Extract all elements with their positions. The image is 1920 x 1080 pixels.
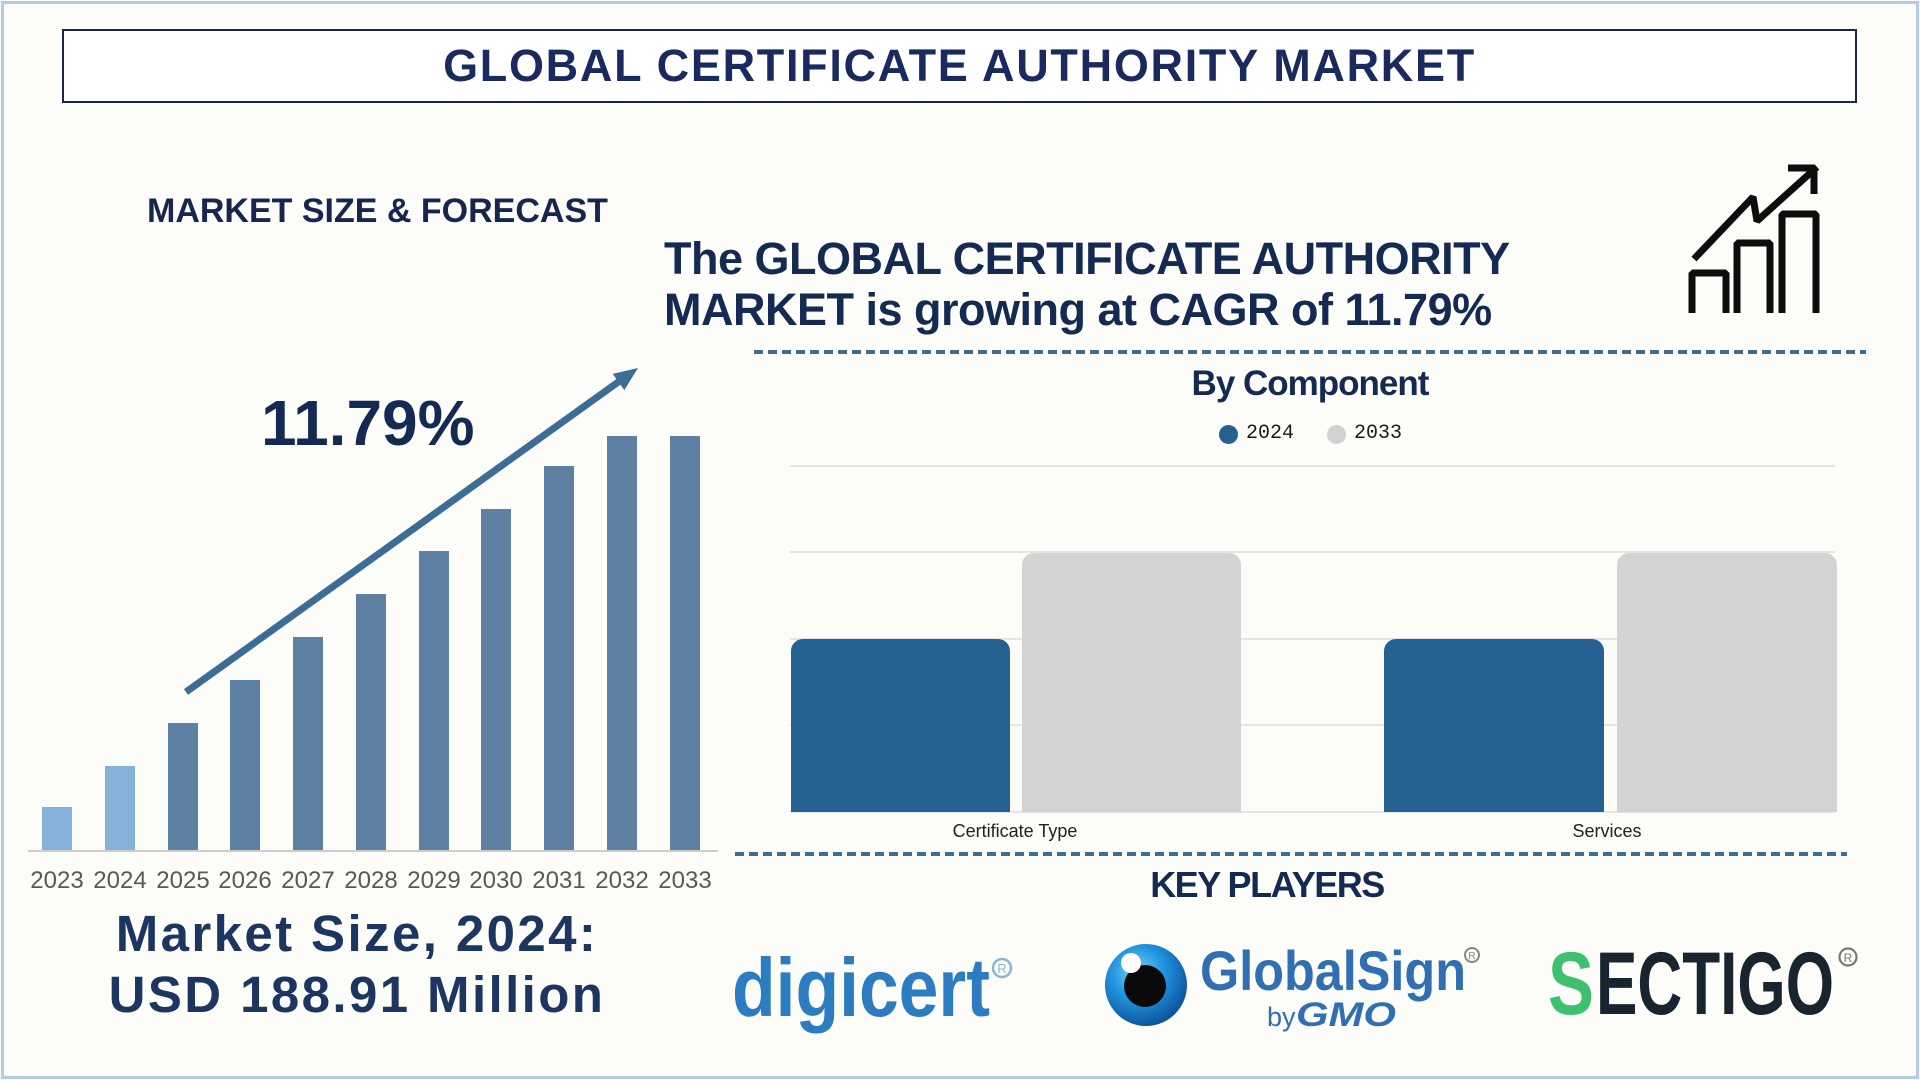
svg-text:digicert: digicert — [732, 945, 990, 1034]
svg-text:GlobalSign: GlobalSign — [1200, 939, 1466, 1002]
svg-text:GMO: GMO — [1296, 996, 1396, 1034]
svg-text:R: R — [997, 961, 1006, 976]
svg-text:R: R — [1844, 951, 1853, 965]
svg-text:R: R — [1468, 951, 1475, 962]
svg-text:S: S — [1548, 935, 1594, 1030]
svg-text:ECTIGO: ECTIGO — [1596, 935, 1834, 1030]
svg-text:by: by — [1267, 1002, 1296, 1032]
